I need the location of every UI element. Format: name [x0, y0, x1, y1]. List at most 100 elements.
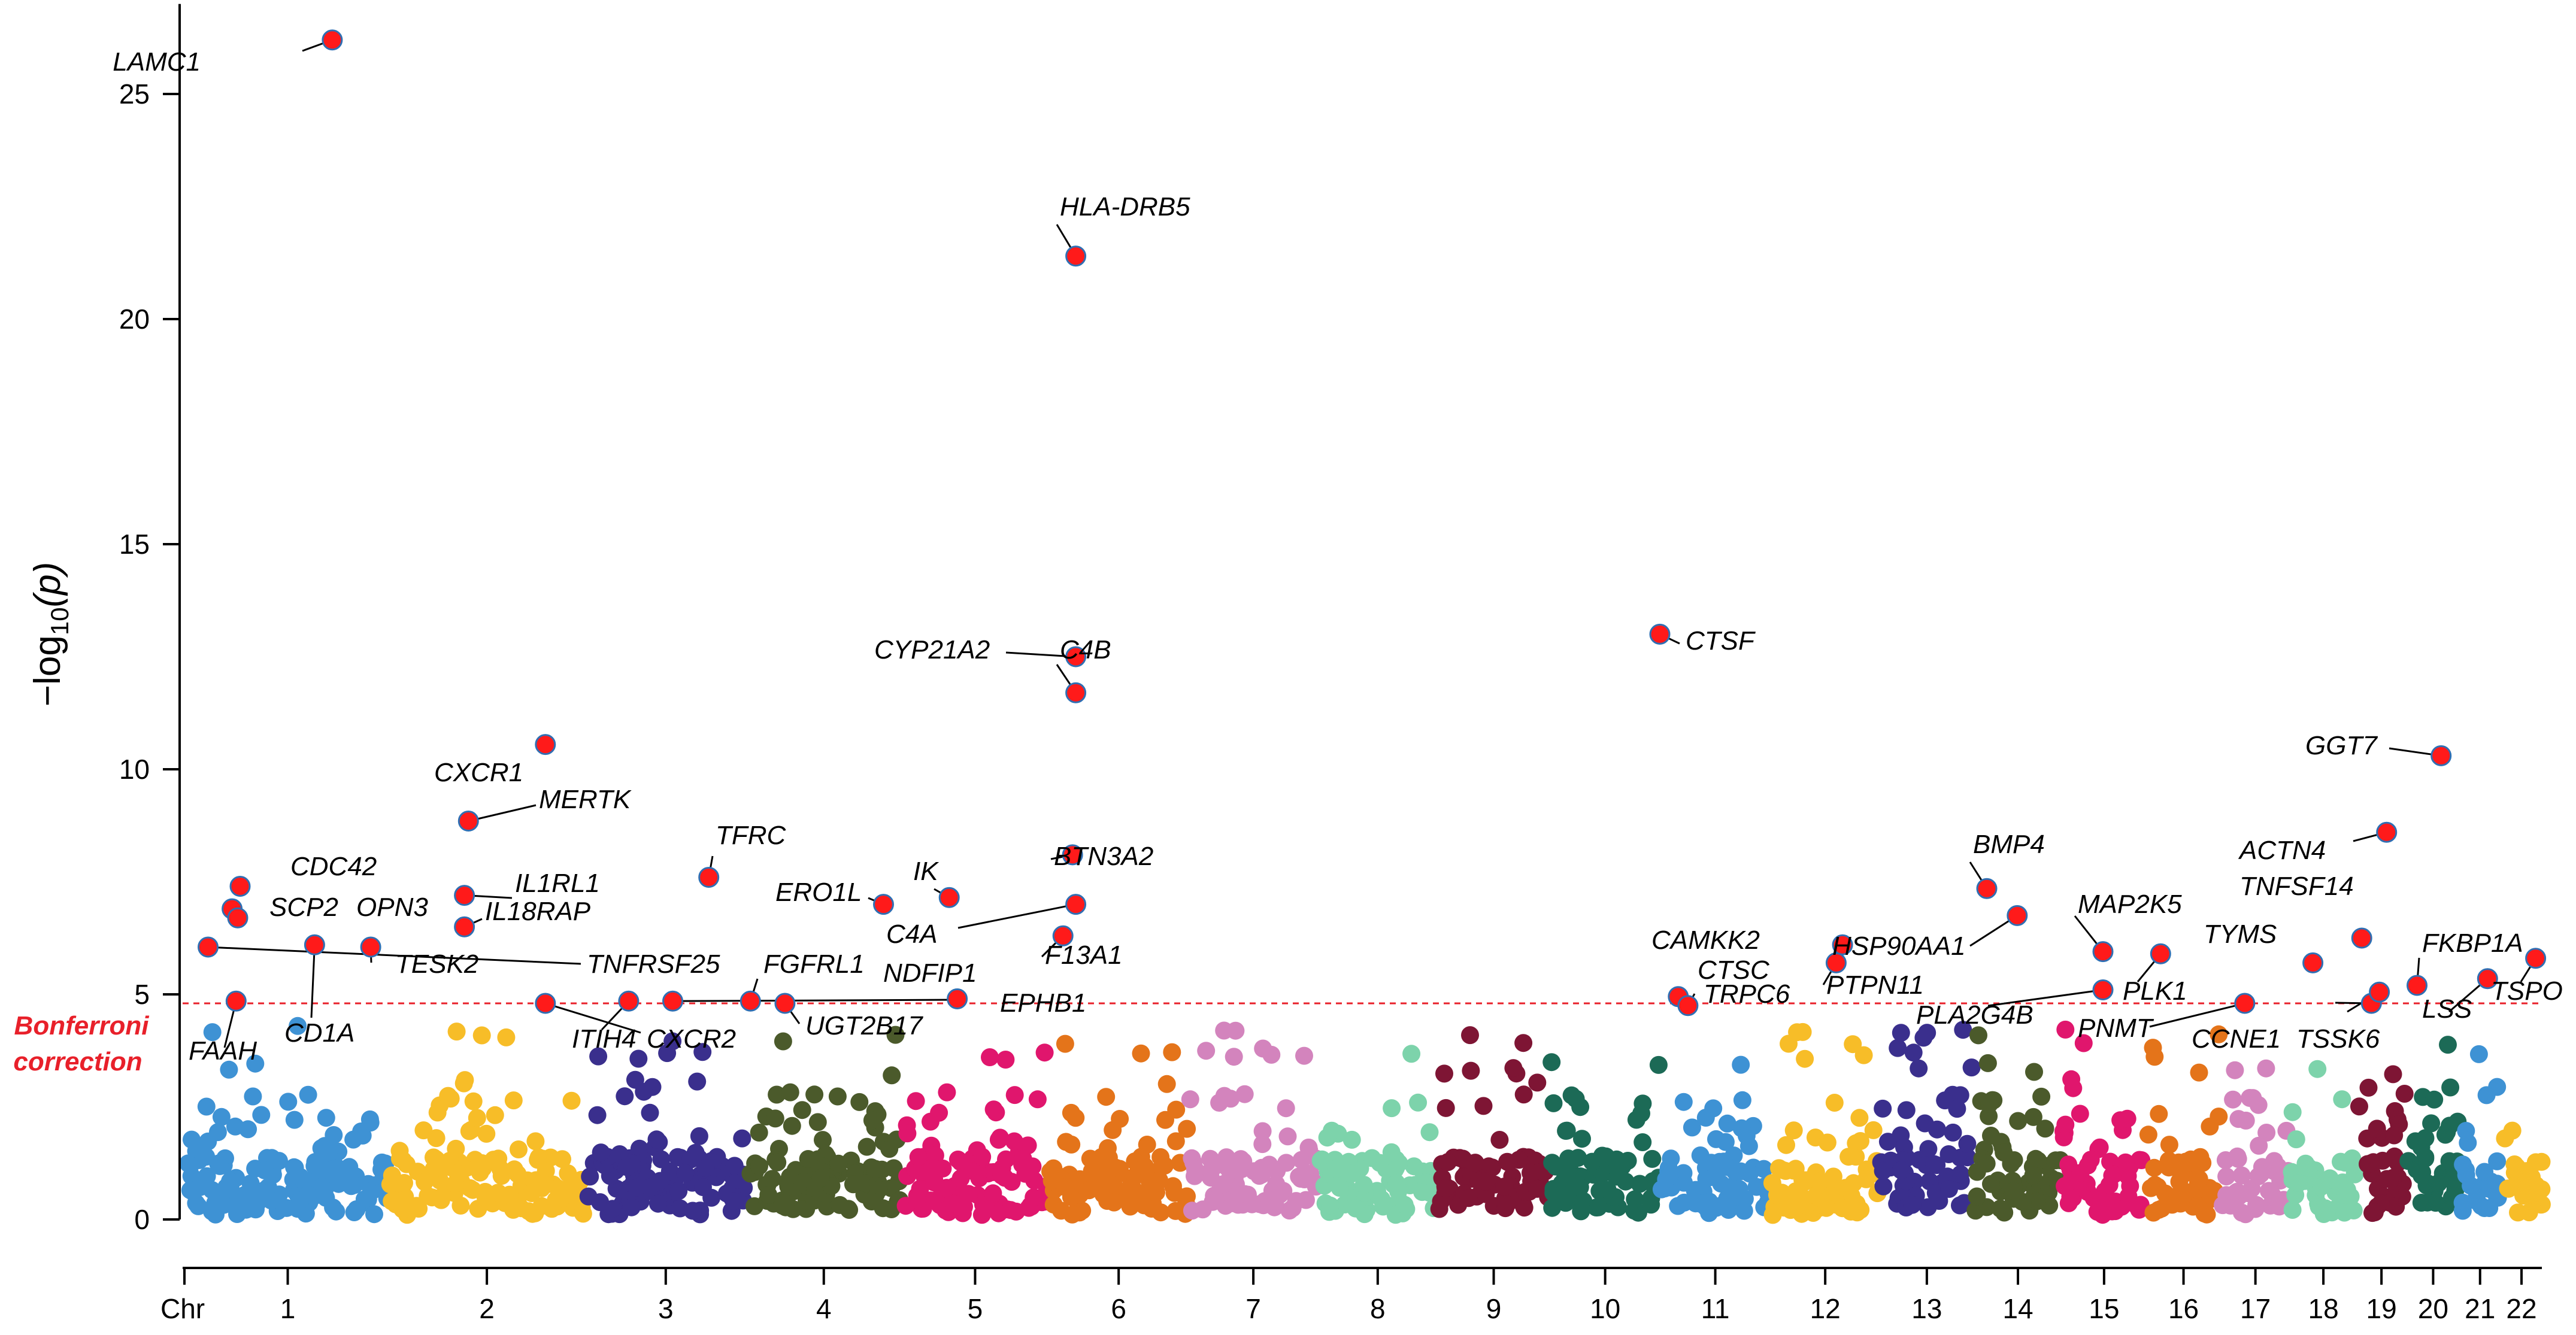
point-chr2: [559, 1164, 577, 1182]
point-chr18: [2312, 1178, 2330, 1196]
point-chr11: [1699, 1193, 1718, 1212]
point-chr12: [1788, 1023, 1807, 1042]
point-chr2: [473, 1154, 491, 1172]
point-chr1: [203, 1023, 222, 1042]
gene-label-c4a: C4A: [886, 920, 938, 949]
point-chr1: [189, 1197, 208, 1215]
point-chr5: [898, 1124, 917, 1143]
point-chr2: [476, 1188, 495, 1206]
gene-label-itih4: ITIH4: [572, 1024, 637, 1054]
point-chr6: [1156, 1111, 1174, 1129]
point-chr19: [2359, 1078, 2378, 1097]
point-chr13: [1944, 1123, 1962, 1142]
point-chr16: [2160, 1136, 2178, 1154]
point-chr3: [693, 1043, 712, 1061]
point-chr20: [2441, 1078, 2460, 1097]
sig-point-cd1a: [304, 934, 325, 955]
gene-label-tyms: TYMS: [2204, 920, 2277, 949]
point-chr16: [2201, 1117, 2219, 1136]
point-chr5: [997, 1150, 1015, 1169]
point-chr6: [1135, 1196, 1153, 1215]
point-chr2: [553, 1150, 571, 1169]
point-chr19: [2384, 1065, 2402, 1084]
x-tick-label-chr1: 1: [280, 1293, 296, 1324]
leader-tnfrsf25: [208, 946, 581, 965]
x-tick-label-chr22: 22: [2506, 1293, 2536, 1324]
sig-point-ggt7: [2430, 745, 2452, 766]
y-tick-label: 25: [119, 78, 150, 110]
point-chr16: [2150, 1105, 2168, 1123]
point-chr1: [246, 1054, 265, 1073]
point-chr18: [2310, 1197, 2328, 1216]
point-chr9: [1466, 1154, 1484, 1172]
point-chr14: [2036, 1119, 2054, 1138]
point-chr20: [2422, 1114, 2441, 1133]
point-chr9: [1461, 1026, 1479, 1045]
point-chr14: [1991, 1199, 2010, 1218]
point-chr2: [394, 1151, 413, 1170]
point-chr20: [2416, 1148, 2435, 1166]
sig-point-lss: [2477, 968, 2498, 990]
point-chr3: [688, 1072, 707, 1091]
point-chr15: [2071, 1105, 2089, 1123]
leader-mertk: [468, 804, 537, 822]
sig-point-ctsf: [1649, 623, 1671, 645]
point-chr4: [750, 1157, 768, 1175]
point-chr10: [1627, 1111, 1645, 1129]
point-chr10: [1573, 1130, 1591, 1148]
y-axis: 0 5 10 15 20 25: [119, 4, 181, 1235]
sig-point-tspo: [2525, 948, 2547, 969]
point-chr1: [353, 1126, 372, 1145]
point-chr12: [1807, 1186, 1825, 1204]
sig-point-opn3: [227, 907, 248, 929]
point-chr11: [1730, 1180, 1748, 1199]
point-chr4: [793, 1101, 811, 1119]
leader-pla2g4b: [1987, 988, 2104, 1007]
point-chr7: [1226, 1021, 1245, 1040]
point-chr19: [2365, 1203, 2384, 1222]
point-chr1: [203, 1202, 221, 1221]
point-chr13: [1892, 1161, 1910, 1179]
point-chr7: [1253, 1122, 1272, 1140]
point-chr1: [279, 1093, 298, 1111]
sig-point-cyp21a2: [1065, 646, 1087, 668]
point-chr1: [197, 1097, 216, 1116]
point-chr13: [1904, 1043, 1923, 1062]
point-chr14: [1982, 1127, 2000, 1145]
point-chr19: [2368, 1119, 2386, 1138]
point-chr13: [1874, 1099, 1892, 1118]
point-chr4: [863, 1111, 881, 1130]
point-chr12: [1847, 1148, 1865, 1166]
x-tick-label-chr12: 12: [1810, 1293, 1841, 1324]
point-chr8: [1347, 1199, 1365, 1218]
gene-label-ephb1: EPHB1: [1000, 988, 1086, 1018]
sig-point-map2k5: [2092, 941, 2114, 963]
point-chr4: [866, 1160, 884, 1178]
point-chr10: [1562, 1086, 1581, 1105]
gene-label-ctsc: CTSC: [1698, 955, 1770, 985]
point-chr4: [886, 1025, 905, 1044]
gene-label-cyp21a2: CYP21A2: [874, 635, 990, 665]
sig-point-itih4: [618, 990, 640, 1012]
gene-label-tnfsf14: TNFSF14: [2239, 872, 2354, 901]
point-chr10: [1598, 1181, 1617, 1199]
point-chr13: [1903, 1196, 1922, 1214]
gene-label-tnfrsf25: TNFRSF25: [587, 949, 720, 979]
point-chr15: [2116, 1153, 2135, 1172]
point-chr1: [345, 1203, 363, 1221]
point-chr6: [1151, 1203, 1170, 1222]
point-chr10: [1634, 1133, 1652, 1151]
point-chr16: [2139, 1125, 2157, 1144]
y-tick-label: 0: [134, 1204, 150, 1235]
point-chr9: [1498, 1196, 1516, 1213]
point-chr11: [1660, 1167, 1678, 1185]
significant-points: [198, 29, 2547, 1017]
point-chr2: [504, 1091, 523, 1110]
point-chr1: [220, 1060, 238, 1079]
gene-label-tfrc: TFRC: [716, 821, 787, 850]
point-chr2: [439, 1087, 457, 1105]
point-chr9: [1515, 1199, 1534, 1217]
point-chr12: [1864, 1121, 1883, 1139]
point-chr21: [2459, 1134, 2477, 1152]
point-chr4: [781, 1083, 799, 1102]
